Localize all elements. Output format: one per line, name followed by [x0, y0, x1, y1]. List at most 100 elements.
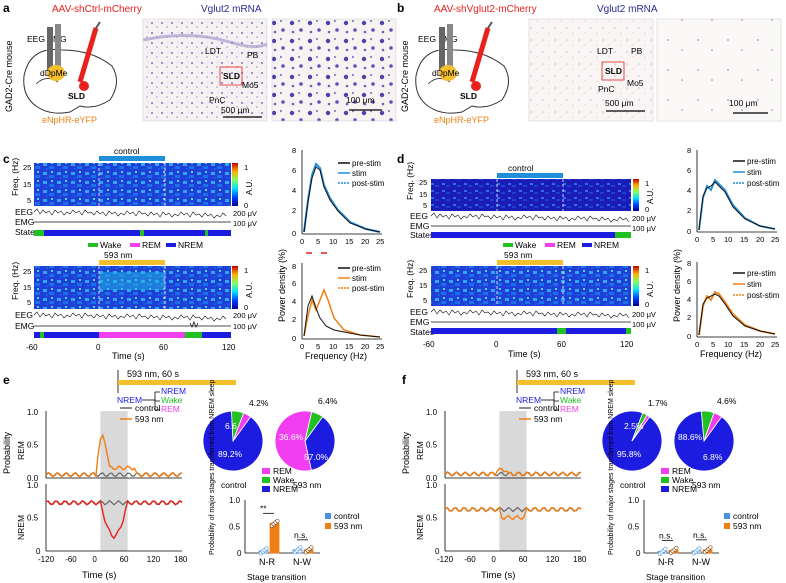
panel-f-stim-window	[499, 411, 527, 551]
panel-f-rem-ytick-1: 1.0	[426, 408, 438, 417]
panel-e-pie-label-1: 6.6	[225, 421, 237, 431]
panel-e-bar-ytick-0: 0	[237, 549, 242, 558]
panel-f-pie-legend-2: NREM	[672, 484, 697, 494]
panel-d-state-wake-1	[615, 232, 631, 238]
panel-b-histology-overview	[528, 18, 654, 122]
panel-b-construct: eNpHR-eYFP	[434, 115, 489, 125]
panel-e-pie2-slice-nrem	[304, 416, 336, 471]
panel-d-legend-rem: REM	[557, 240, 576, 250]
panel-d-eeg-bottom: EEG	[410, 307, 428, 317]
panel-b-pnc: PnC	[598, 84, 615, 94]
panel-f-pie-label-1: 2.5%	[624, 421, 644, 431]
panel-d: d control Freq. (Hz) 25 15 5 1 0 A.U. EE…	[397, 152, 656, 359]
panel-d-eeg-scale-bottom: 200 μV	[632, 310, 656, 319]
panel-e-transition-branch	[154, 391, 160, 411]
panel-b-scale1: 500 μm	[605, 98, 634, 108]
panel-d-emg-top: EMG	[410, 221, 429, 231]
panel-c-psd1-legend-stim: stim	[352, 169, 367, 178]
panel-c-spectrogram-theta	[99, 272, 165, 290]
panel-e-bar-dot-1-0-3	[298, 545, 303, 550]
panel-e-sig-1: **	[260, 503, 267, 513]
panel-c-colorbar-bottom	[232, 266, 238, 309]
panel-a-syringe-plunger	[95, 21, 101, 29]
panel-d-emg-scale-bottom: 100 μV	[632, 320, 656, 329]
panel-c-psd1-legend-post: post-stim	[352, 179, 385, 188]
panel-d-eeg-trace-top	[430, 212, 630, 223]
panel-e-nrem-ytick-05: 0.5	[27, 514, 39, 523]
panel-d-state-wake-b1	[557, 328, 566, 334]
panel-e-time-label: Time (s)	[82, 570, 116, 581]
panel-e-rem-ytick-05: 0.5	[27, 441, 39, 450]
panel-d-letter: d	[397, 152, 404, 166]
panel-b-fiber-2	[447, 24, 453, 71]
panel-c-psd1-xtick-0: 0	[300, 237, 304, 246]
panel-a-sld-cartoon-label: SLD	[68, 91, 85, 101]
panel-e-tr-wake: Wake	[161, 395, 183, 405]
panel-a-eeg-emg: EEG EMG	[27, 34, 67, 44]
panel-d-psd1-xtick-5: 5	[711, 235, 715, 244]
panel-d-psd2-ytick-8: 8	[687, 259, 691, 268]
panel-d-cb-label-bottom: A.U.	[646, 281, 655, 297]
panel-f-tr-nrem: NREM	[560, 386, 585, 396]
panel-c-freq-tick-5b: 5	[27, 298, 31, 307]
panel-c-psd1-xtick-10: 10	[329, 237, 337, 246]
panel-a-fiber-2	[55, 24, 61, 71]
panel-f-nrem-ytick-1: 1.0	[426, 481, 438, 490]
panel-d-spectrogram-bottom	[431, 266, 631, 306]
panel-b-sld: SLD	[605, 66, 622, 76]
panel-c-psd2-xtick-20: 20	[361, 342, 369, 351]
panel-e-bar-dot-0-1-3	[275, 518, 280, 524]
panel-c-control-bar	[99, 156, 165, 161]
panel-b-virus: AAV-shVglut2-mCherry	[434, 4, 537, 15]
panel-c-time-tick-60: 60	[159, 343, 168, 352]
panel-e-bar-dot-1-1-3	[309, 545, 314, 550]
panel-f-xtick-0: -120	[437, 555, 454, 564]
panel-d-psd1-legend-pre: pre-stim	[747, 157, 776, 166]
panel-c-state-wake-3	[205, 230, 208, 236]
panel-e-nrem-axis: NREM	[16, 515, 26, 540]
panel-f-nrem-axis: NREM	[415, 515, 425, 540]
panel-f-bar-dot-1-1-3	[708, 545, 713, 550]
panel-c-cb-1-bottom: 1	[244, 266, 248, 275]
panel-d-psd2-ytick-6: 6	[687, 277, 691, 286]
panel-a-pb: PB	[247, 50, 259, 60]
panel-f-bar-category-0: N-R	[658, 557, 674, 567]
panel-c-eeg-trace-bottom	[33, 311, 227, 322]
panel-c-psd2-xtick-5: 5	[316, 342, 320, 351]
panel-e-stim-window	[100, 411, 128, 551]
panel-b-sld-site	[471, 81, 481, 91]
panel-e-pie-legend-swatch-0	[262, 468, 270, 474]
panel-d-psd2-pre	[698, 293, 776, 336]
panel-d-states-bar-bottom	[431, 328, 631, 334]
panel-c-time-label: Time (s)	[112, 351, 145, 361]
panel-f-bar-legend-control: control	[733, 511, 759, 521]
panel-e-pie-legend-0: REM	[273, 466, 292, 476]
panel-f-xtick-4: 120	[546, 555, 560, 564]
panel-c-stim-label: 593 nm	[104, 250, 132, 260]
panel-c-cb-label-top: A.U.	[245, 179, 254, 195]
panel-c-freq-tick-25b: 25	[23, 267, 31, 276]
panel-f-bar-category-1: N-W	[692, 557, 710, 567]
panel-d-state-wake-b2	[626, 328, 631, 334]
panel-d-control-label: control	[508, 163, 534, 173]
panel-c-control-label: control	[114, 146, 140, 156]
panel-c-eeg-scale-bottom: 200 μV	[233, 311, 257, 320]
panel-f-bar-dot-0-0-3	[663, 546, 668, 552]
panel-e-xtick-4: 120	[147, 555, 161, 564]
panel-f-bar-ytick-05: 0.5	[628, 523, 640, 532]
panel-f-rem-ytick-0: 0.0	[426, 474, 438, 483]
panel-c-cb-label-bottom: A.U.	[245, 282, 254, 298]
panel-f-bar-ytick-0: 0	[636, 549, 641, 558]
panel-d-stim-label: 593 nm	[504, 250, 532, 260]
panel-e-xtick-3: 60	[120, 555, 129, 564]
panel-c-psd2-xtick-15: 15	[345, 342, 353, 351]
panel-d-psd1-xtick-20: 20	[756, 235, 764, 244]
panel-c-state-wake-b1	[40, 332, 44, 338]
panel-c-state-wake-2	[140, 230, 144, 236]
panel-c-psd2-legend-post: post-stim	[352, 284, 385, 293]
panel-d-legend-nrem: NREM	[594, 240, 619, 250]
panel-a: a AAV-shCtrl-mCherry Vglut2 mRNA GAD2-Cr…	[3, 1, 397, 125]
panel-a-mouse-label: GAD2-Cre mouse	[4, 40, 14, 112]
panel-c-psd: Power density (%) pre-stim stim post-sti…	[277, 146, 385, 361]
panel-b-letter: b	[397, 1, 404, 15]
